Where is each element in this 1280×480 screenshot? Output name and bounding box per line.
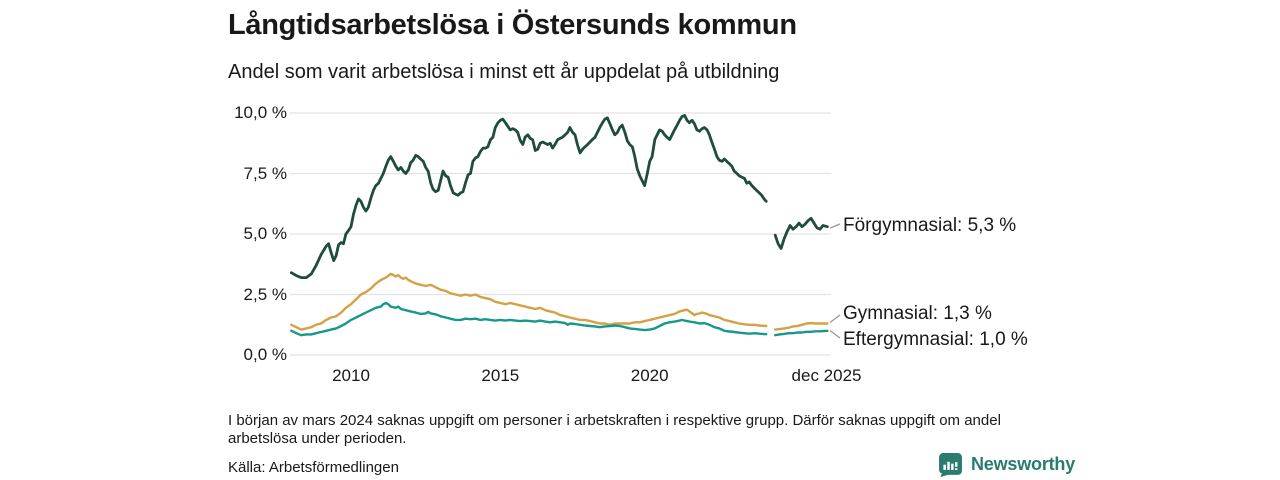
series-line-förgymnasial (773, 216, 829, 250)
series-end-label-forgymnasial: Förgymnasial: 5,3 % (843, 215, 1017, 236)
series-line-eftergymnasial (774, 329, 829, 337)
source-text: Källa: Arbetsförmedlingen (228, 459, 399, 476)
x-axis-tick-label: 2015 (481, 366, 520, 385)
series-line-gymnasial (290, 272, 768, 331)
y-axis-tick-label: 5,0 % (243, 224, 287, 243)
series-line-förgymnasial (289, 114, 768, 280)
y-axis-tick-label: 2,5 % (243, 284, 287, 304)
series-line-gymnasial (774, 321, 829, 331)
series-line-eftergymnasial (290, 301, 768, 337)
label-connector-dash (829, 314, 841, 324)
y-axis-tick-label: 7,5 % (243, 163, 287, 183)
x-axis-tick-label: 2010 (332, 366, 370, 385)
bar-chart-badge-icon (938, 452, 963, 477)
footnote-text: I början av mars 2024 saknas uppgift om … (228, 412, 1001, 447)
y-axis-tick-label: 0,0 % (243, 345, 287, 364)
label-connector-dash (829, 329, 841, 339)
branding-name: Newsworthy (971, 454, 1076, 474)
page-title: Långtidsarbetslösa i Östersunds kommun (228, 9, 797, 41)
y-axis-tick-label: 10,0 % (234, 103, 287, 122)
chart-subtitle: Andel som varit arbetslösa i minst ett å… (228, 61, 780, 83)
series-end-label-eftergymnasial: Eftergymnasial: 1,0 % (843, 329, 1028, 350)
label-connector-dash (829, 223, 841, 229)
x-axis-tick-label: dec 2025 (791, 366, 862, 385)
x-axis-tick-label: 2020 (630, 366, 669, 385)
series-end-label-gymnasial: Gymnasial: 1,3 % (843, 303, 992, 324)
branding: Newsworthy (938, 452, 1075, 477)
